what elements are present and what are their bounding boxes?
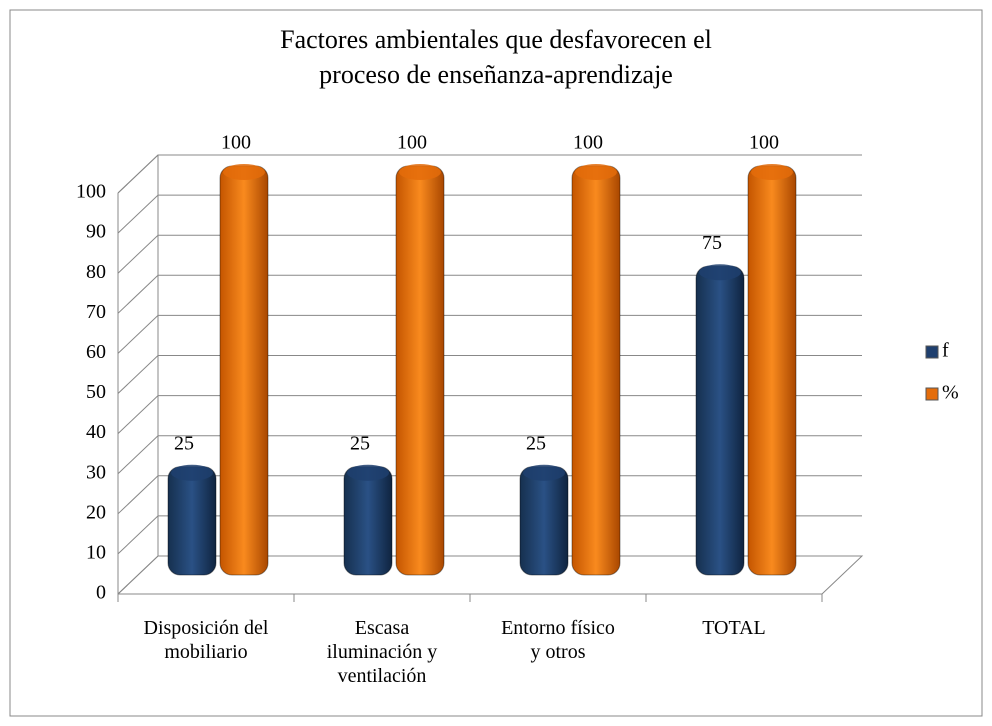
bar — [519, 466, 569, 576]
legend-swatch — [925, 387, 939, 401]
bar — [219, 165, 269, 576]
bar — [395, 165, 445, 576]
x-tick-label: Disposición del mobiliario — [143, 617, 269, 663]
y-tick-label: 70 — [86, 301, 106, 323]
chart-title: Factores ambientales que desfavorecen el… — [280, 25, 712, 89]
grid-line — [117, 395, 862, 434]
bar-cap — [171, 464, 213, 481]
grid-line — [117, 274, 862, 314]
bar-cap — [347, 464, 389, 481]
chart-border — [9, 9, 983, 717]
grid-line — [117, 555, 862, 595]
data-label: 100 — [397, 132, 427, 154]
grid-line — [117, 314, 862, 354]
bar-cap — [399, 164, 441, 180]
bar-cap — [523, 464, 565, 481]
bar — [695, 265, 745, 576]
bar-cap — [751, 164, 793, 180]
grid-line — [117, 515, 862, 555]
bar — [167, 466, 217, 576]
y-tick-label: 60 — [86, 341, 106, 363]
data-label: 25 — [526, 432, 546, 454]
y-tick-label: 30 — [86, 461, 106, 483]
bar — [343, 466, 393, 576]
bar-cap — [575, 164, 617, 180]
y-tick-label: 0 — [96, 582, 106, 604]
data-label: 25 — [174, 432, 194, 454]
data-label: 100 — [221, 132, 251, 154]
legend-swatch — [925, 345, 939, 359]
x-tick-label: Entorno físico y otros — [501, 617, 615, 663]
y-tick-label: 100 — [76, 181, 106, 203]
y-tick-label: 50 — [86, 381, 106, 403]
grid-line — [117, 475, 862, 515]
grid-line — [117, 194, 862, 234]
bar-cap — [699, 264, 741, 281]
x-tick-label: TOTAL — [702, 617, 766, 639]
bar — [747, 165, 797, 576]
data-label: 75 — [702, 232, 722, 254]
y-tick-label: 20 — [86, 501, 106, 523]
grid-line — [117, 234, 862, 274]
data-label: 25 — [350, 432, 370, 454]
grid-line — [117, 435, 862, 475]
grid-line — [117, 355, 862, 394]
y-tick-label: 40 — [86, 421, 106, 443]
data-label: 100 — [573, 132, 603, 154]
grid-line — [117, 154, 862, 194]
y-tick-label: 80 — [86, 261, 106, 283]
y-tick-label: 10 — [86, 541, 106, 563]
legend-label: % — [942, 382, 959, 404]
data-label: 100 — [749, 132, 779, 154]
legend-label: f — [942, 340, 949, 362]
y-tick-label: 90 — [86, 221, 106, 243]
bar — [571, 165, 621, 576]
bar-cap — [223, 164, 265, 180]
x-tick-label: Escasa iluminación y ventilación — [326, 617, 438, 687]
